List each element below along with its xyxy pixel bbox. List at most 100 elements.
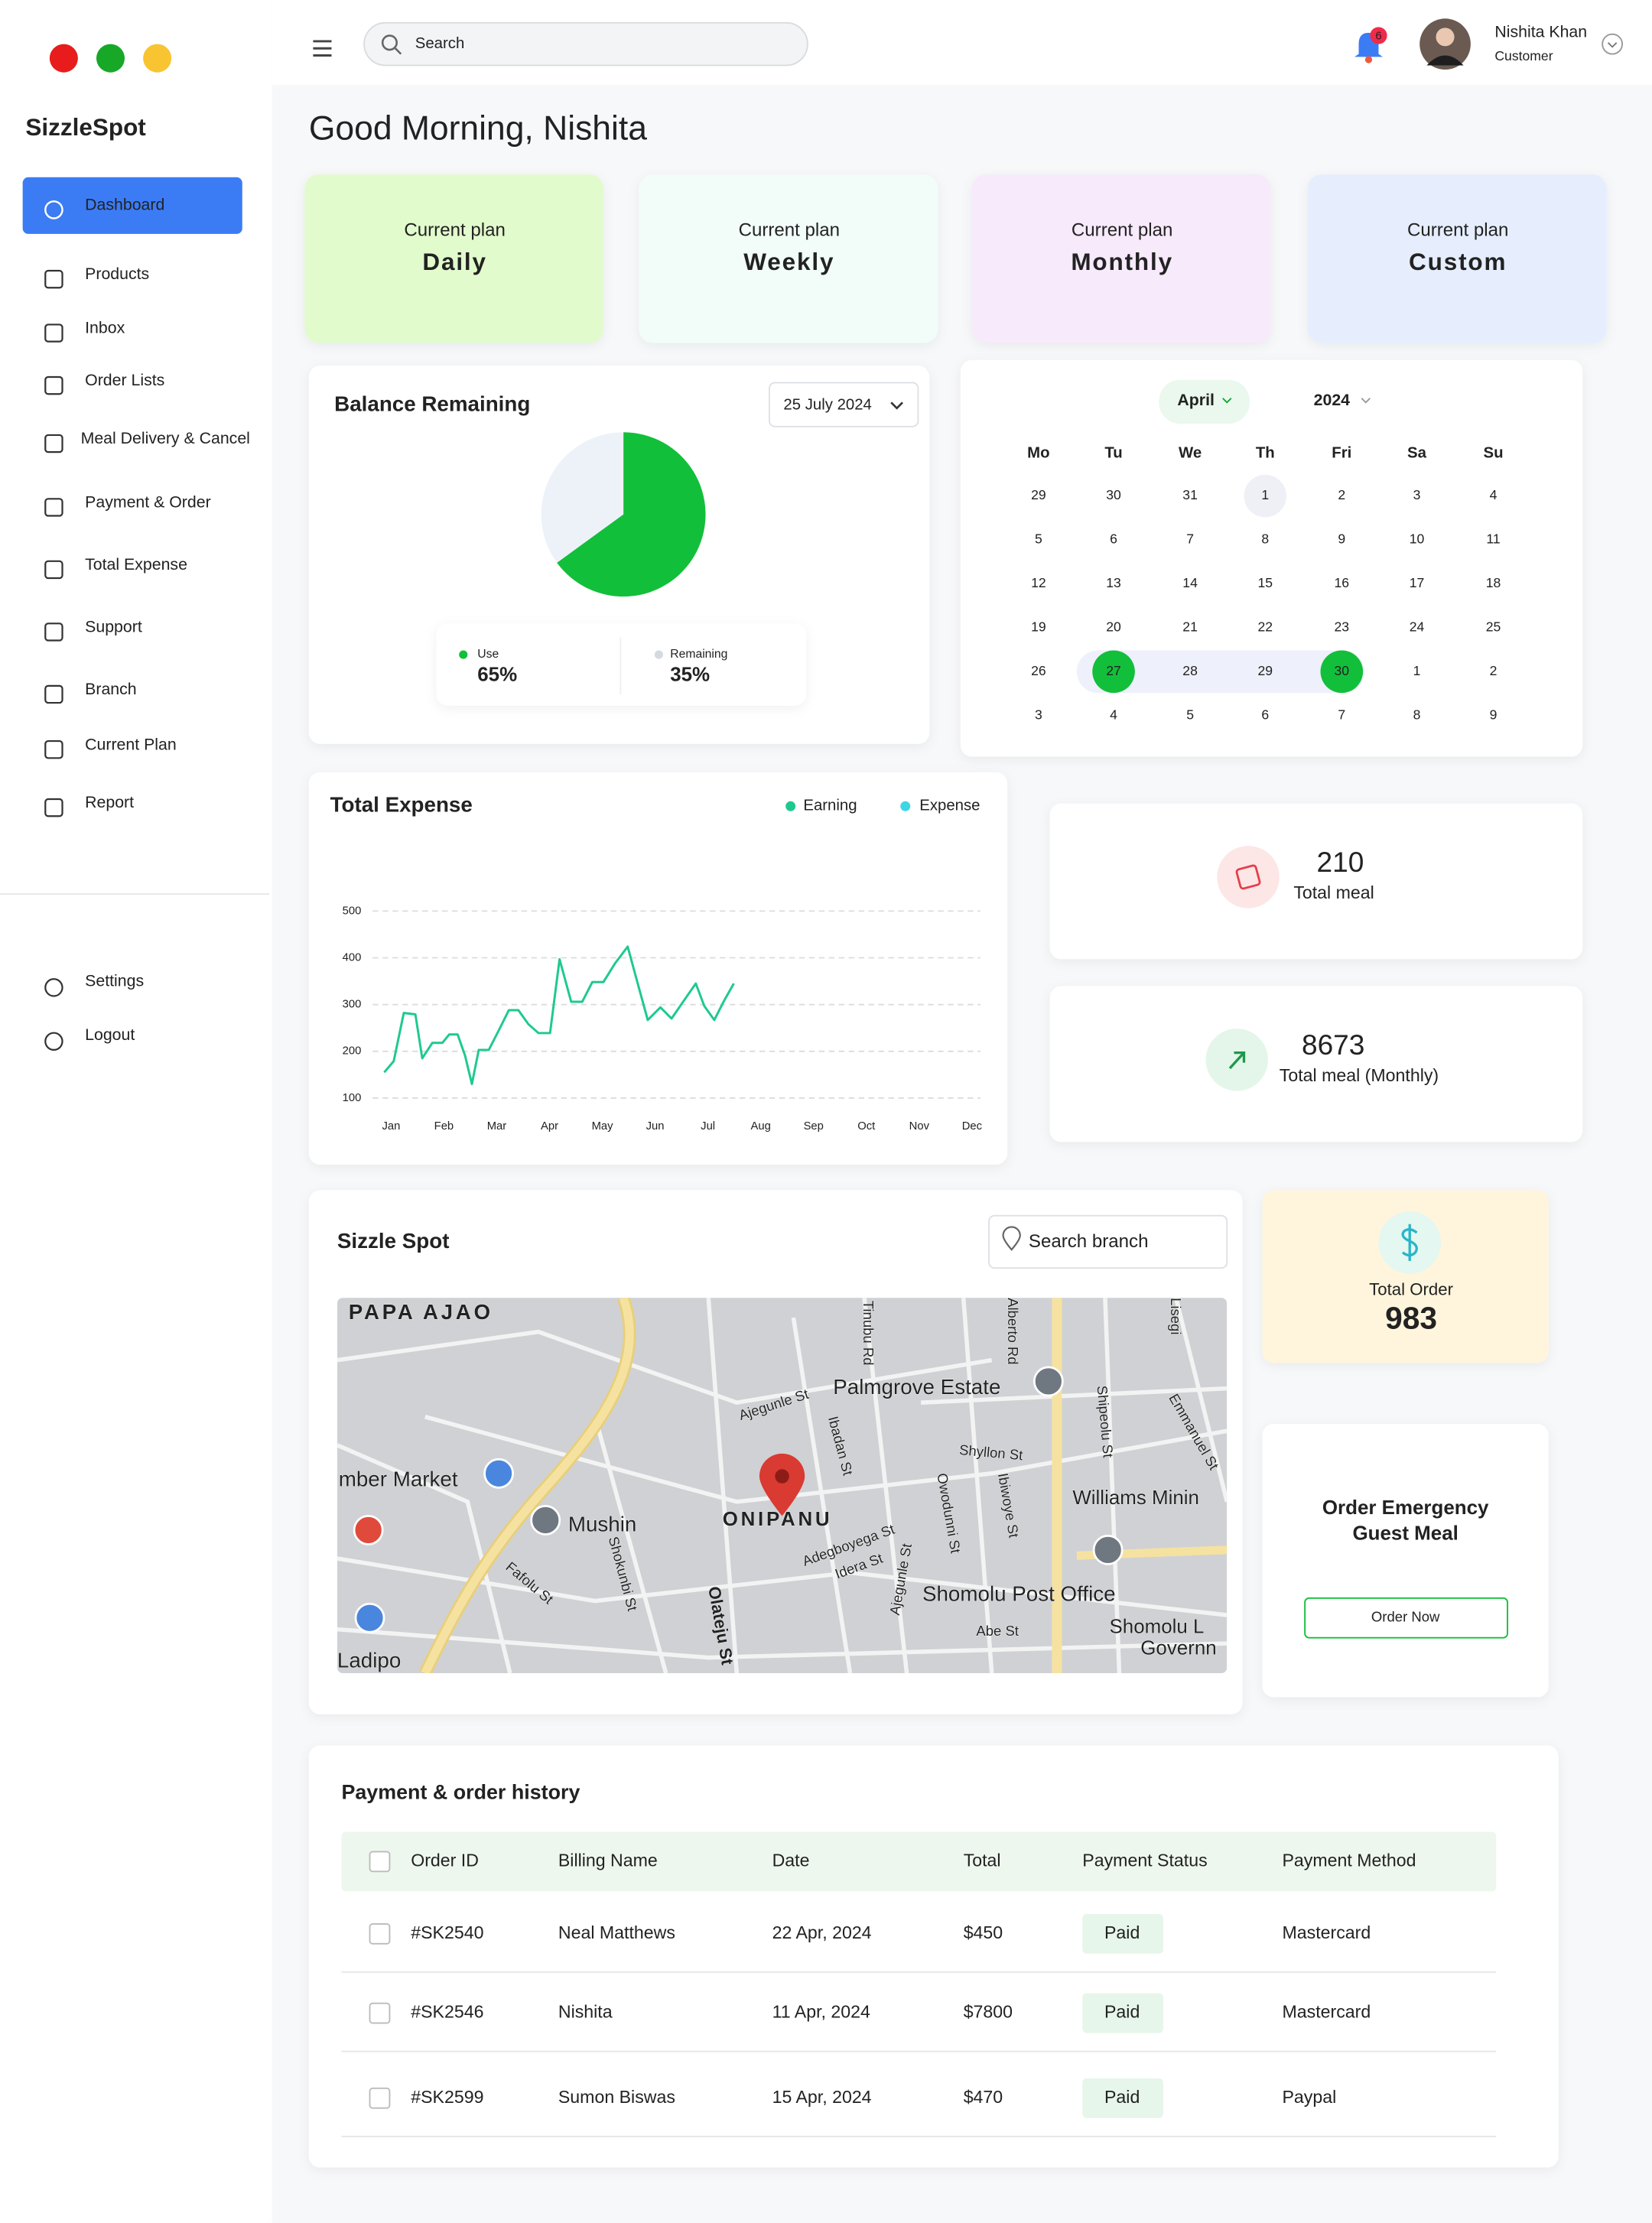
day[interactable]: 28 (1182, 663, 1198, 678)
day[interactable]: 14 (1182, 575, 1198, 590)
total-order-label: Total Order (1369, 1280, 1454, 1299)
day[interactable]: 27 (1106, 663, 1121, 678)
y-tick-label: 400 (343, 951, 362, 964)
month: April (1177, 391, 1215, 409)
window-maximize[interactable] (96, 44, 125, 73)
table-cell: 15 Apr, 2024 (772, 2087, 872, 2107)
day[interactable]: 7 (1338, 707, 1345, 722)
day[interactable]: 18 (1486, 575, 1501, 590)
checkbox[interactable] (369, 2087, 391, 2109)
search-box[interactable] (363, 21, 808, 67)
menu-icon (44, 323, 63, 343)
map-label: PAPA AJAO (349, 1300, 493, 1324)
menu-icon (44, 200, 63, 219)
legend-dot (900, 801, 911, 811)
menu-item[interactable]: Inbox (85, 319, 125, 337)
day[interactable]: 29 (1031, 487, 1046, 502)
menu-item[interactable]: Order Lists (85, 371, 164, 389)
day[interactable]: 6 (1261, 707, 1269, 722)
street (337, 1443, 512, 1674)
map-label: Alberto Rd (1005, 1298, 1021, 1364)
day[interactable]: 15 (1257, 575, 1273, 590)
day[interactable]: 4 (1110, 707, 1117, 722)
menu-item[interactable]: Total Expense (85, 555, 187, 574)
day[interactable]: 30 (1106, 487, 1121, 502)
day[interactable]: 31 (1182, 487, 1198, 502)
day[interactable]: 26 (1031, 663, 1046, 678)
day[interactable]: 6 (1110, 531, 1117, 547)
menu-item[interactable]: Dashboard (85, 195, 164, 213)
plan-card[interactable] (971, 174, 1271, 343)
order-button[interactable] (1304, 1597, 1508, 1639)
day[interactable]: 20 (1106, 619, 1121, 635)
day[interactable]: 8 (1261, 531, 1269, 547)
day[interactable]: 5 (1035, 531, 1042, 547)
day[interactable]: 16 (1335, 575, 1350, 590)
month-picker[interactable] (1159, 379, 1250, 424)
emergency-title: Guest Meal (1353, 1523, 1459, 1544)
street (862, 1298, 909, 1674)
day[interactable]: 9 (1338, 531, 1345, 547)
day[interactable]: 10 (1410, 531, 1425, 547)
day[interactable]: 2 (1490, 663, 1498, 678)
menu-item[interactable]: Meal Delivery & Cancel (81, 429, 250, 447)
window-close[interactable] (49, 44, 78, 73)
day[interactable]: 3 (1035, 707, 1042, 722)
date-filter[interactable] (768, 382, 919, 427)
menu-item[interactable]: Logout (85, 1025, 135, 1044)
day[interactable]: 13 (1106, 575, 1121, 590)
day[interactable]: 7 (1186, 531, 1194, 547)
menu-item[interactable]: Report (85, 793, 134, 811)
menu-item[interactable]: Products (85, 265, 149, 283)
day[interactable]: 12 (1031, 575, 1046, 590)
day[interactable]: 22 (1257, 619, 1273, 635)
day[interactable]: 23 (1335, 619, 1350, 635)
avatar[interactable] (1419, 18, 1471, 70)
menu-item[interactable]: Settings (85, 972, 144, 990)
day[interactable]: 9 (1490, 707, 1498, 722)
day[interactable]: 1 (1413, 663, 1421, 678)
day[interactable]: 2 (1338, 487, 1345, 502)
bell-icon[interactable] (1354, 27, 1387, 63)
x-tick-label: Oct (857, 1120, 875, 1133)
calendar-card (960, 359, 1583, 757)
day[interactable]: 25 (1486, 619, 1501, 635)
day[interactable]: 3 (1413, 487, 1421, 502)
checkbox[interactable] (369, 1851, 391, 1873)
day[interactable]: 8 (1413, 707, 1421, 722)
day[interactable]: 17 (1410, 575, 1425, 590)
street (706, 1298, 740, 1674)
menu-item[interactable]: Support (85, 618, 142, 636)
day[interactable]: 30 (1335, 663, 1350, 678)
user-menu-toggle[interactable] (1602, 33, 1624, 55)
plan-card[interactable] (304, 174, 604, 343)
y-tick-label: 100 (343, 1092, 362, 1104)
order-button-text[interactable]: Order Now (1371, 1609, 1440, 1625)
day[interactable]: 11 (1486, 531, 1500, 547)
day[interactable]: 21 (1182, 619, 1198, 635)
checkbox[interactable] (369, 1922, 391, 1945)
x-tick-label: Feb (434, 1120, 454, 1133)
menu-item[interactable]: Payment & Order (85, 492, 211, 511)
day[interactable]: 1 (1261, 487, 1269, 502)
map-label: ONIPANU (723, 1509, 833, 1530)
checkbox[interactable] (369, 2002, 391, 2024)
x-tick-label: Jun (646, 1120, 665, 1133)
plan-name: Daily (422, 248, 487, 275)
menu-icon (44, 434, 63, 453)
day[interactable]: 4 (1490, 487, 1498, 502)
day[interactable]: 29 (1257, 663, 1273, 678)
status-text: Paid (1104, 2002, 1140, 2022)
plan-card[interactable] (1307, 174, 1607, 343)
plan-card[interactable] (639, 174, 938, 343)
notification-count: 6 (1375, 30, 1381, 42)
hamburger[interactable] (313, 40, 332, 57)
menu-item[interactable]: Current Plan (85, 735, 177, 753)
day[interactable]: 19 (1031, 619, 1046, 635)
day[interactable]: 5 (1186, 707, 1194, 722)
menu-item[interactable]: Branch (85, 680, 136, 698)
day[interactable]: 24 (1410, 619, 1425, 635)
branch-search[interactable] (988, 1214, 1228, 1269)
window-minimize[interactable] (143, 44, 172, 73)
